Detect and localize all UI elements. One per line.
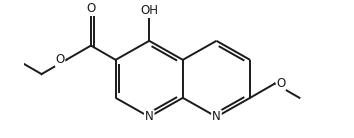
Text: O: O xyxy=(276,77,285,90)
Text: N: N xyxy=(145,110,154,123)
Text: O: O xyxy=(86,2,96,15)
Text: OH: OH xyxy=(140,4,158,17)
Text: N: N xyxy=(212,110,221,123)
Text: O: O xyxy=(56,53,65,66)
